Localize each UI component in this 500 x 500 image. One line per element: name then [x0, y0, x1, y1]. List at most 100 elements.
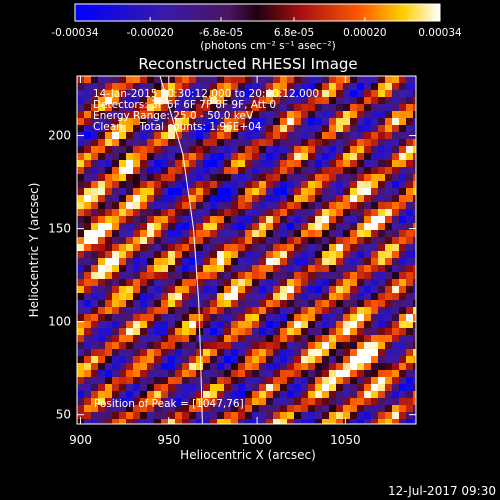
heatmap-cell	[147, 111, 155, 119]
heatmap-cell	[105, 314, 113, 322]
heatmap-cell	[259, 265, 267, 273]
heatmap-cell	[147, 216, 155, 224]
heatmap-cell	[364, 265, 372, 273]
heatmap-cell	[203, 244, 211, 252]
heatmap-cell	[161, 237, 169, 245]
heatmap-cell	[182, 104, 190, 112]
heatmap-cell	[175, 223, 183, 231]
heatmap-cell	[406, 321, 414, 329]
plot-frame	[76, 75, 417, 425]
heatmap-cell	[315, 188, 323, 196]
heatmap-cell	[287, 251, 295, 259]
heatmap-cell	[280, 111, 288, 119]
heatmap-cell	[189, 328, 197, 336]
heatmap-cell	[210, 342, 218, 350]
heatmap-cell	[385, 146, 393, 154]
heatmap-cell	[182, 251, 190, 259]
heatmap-cell	[245, 377, 253, 385]
heatmap-cell	[364, 153, 372, 161]
heatmap-cell	[336, 209, 344, 217]
heatmap-cell	[294, 391, 302, 399]
heatmap-cell	[252, 237, 260, 245]
heatmap-cell	[224, 153, 232, 161]
heatmap-cell	[217, 279, 225, 287]
heatmap-cell	[385, 195, 393, 203]
heatmap-cell	[301, 195, 309, 203]
heatmap-cell	[343, 230, 351, 238]
heatmap-cell	[287, 293, 295, 301]
heatmap-cell	[273, 335, 281, 343]
heatmap-cell	[189, 132, 197, 140]
heatmap-cell	[217, 139, 225, 147]
heatmap-cell	[175, 342, 183, 350]
heatmap-cell	[294, 398, 302, 406]
heatmap-cell	[119, 118, 127, 126]
heatmap-cell	[392, 384, 400, 392]
heatmap-cell	[84, 244, 92, 252]
heatmap-cell	[91, 230, 99, 238]
heatmap-cell	[266, 279, 274, 287]
heatmap-cell	[273, 286, 281, 294]
heatmap-cell	[203, 363, 211, 371]
heatmap-cell	[287, 167, 295, 175]
heatmap-cell	[364, 293, 372, 301]
heatmap-cell	[329, 139, 337, 147]
heatmap-cell	[364, 118, 372, 126]
heatmap-cell	[84, 174, 92, 182]
heatmap-cell	[203, 370, 211, 378]
heatmap-cell	[322, 398, 330, 406]
heatmap-cell	[245, 307, 253, 315]
heatmap-cell	[203, 223, 211, 231]
heatmap-cell	[105, 188, 113, 196]
heatmap-cell	[392, 300, 400, 308]
heatmap-cell	[238, 286, 246, 294]
heatmap-cell	[196, 139, 204, 147]
heatmap-cell	[336, 356, 344, 364]
heatmap-cell	[189, 97, 197, 105]
heatmap-cell	[301, 153, 309, 161]
heatmap-cell	[315, 153, 323, 161]
heatmap-cell	[392, 258, 400, 266]
heatmap-cell	[175, 195, 183, 203]
heatmap-cell	[161, 195, 169, 203]
heatmap-cell	[378, 160, 386, 168]
heatmap-cell	[266, 363, 274, 371]
heatmap-cell	[399, 419, 407, 424]
heatmap-cell	[329, 83, 337, 91]
heatmap-cell	[357, 216, 365, 224]
heatmap-cell	[371, 202, 379, 210]
heatmap-cell	[385, 230, 393, 238]
heatmap-cell	[217, 391, 225, 399]
heatmap-cell	[154, 300, 162, 308]
heatmap-cell	[161, 188, 169, 196]
heatmap-cell	[252, 167, 260, 175]
heatmap-cell	[238, 342, 246, 350]
heatmap-cell	[77, 90, 85, 98]
heatmap-cell	[315, 356, 323, 364]
heatmap-cell	[182, 370, 190, 378]
y-tick-label: 50	[56, 408, 71, 422]
heatmap-cell	[91, 412, 99, 420]
colorbar-tick-label: 6.8e-05	[274, 27, 314, 39]
heatmap-cell	[350, 391, 358, 399]
heatmap-cell	[371, 160, 379, 168]
heatmap-cell	[84, 384, 92, 392]
heatmap-cell	[273, 272, 281, 280]
heatmap-cell	[385, 377, 393, 385]
heatmap-cell	[273, 146, 281, 154]
heatmap-cell	[168, 363, 176, 371]
heatmap-cell	[350, 377, 358, 385]
heatmap-cell	[287, 153, 295, 161]
heatmap-cell	[294, 412, 302, 420]
heatmap-cell	[133, 293, 141, 301]
heatmap-cell	[357, 188, 365, 196]
heatmap-cell	[238, 370, 246, 378]
heatmap-cell	[273, 167, 281, 175]
heatmap-cell	[413, 321, 416, 329]
heatmap-cell	[210, 398, 218, 406]
heatmap-cell	[175, 188, 183, 196]
heatmap-cell	[315, 160, 323, 168]
heatmap-cell	[308, 377, 316, 385]
heatmap-cell	[273, 174, 281, 182]
heatmap-cell	[147, 419, 155, 424]
